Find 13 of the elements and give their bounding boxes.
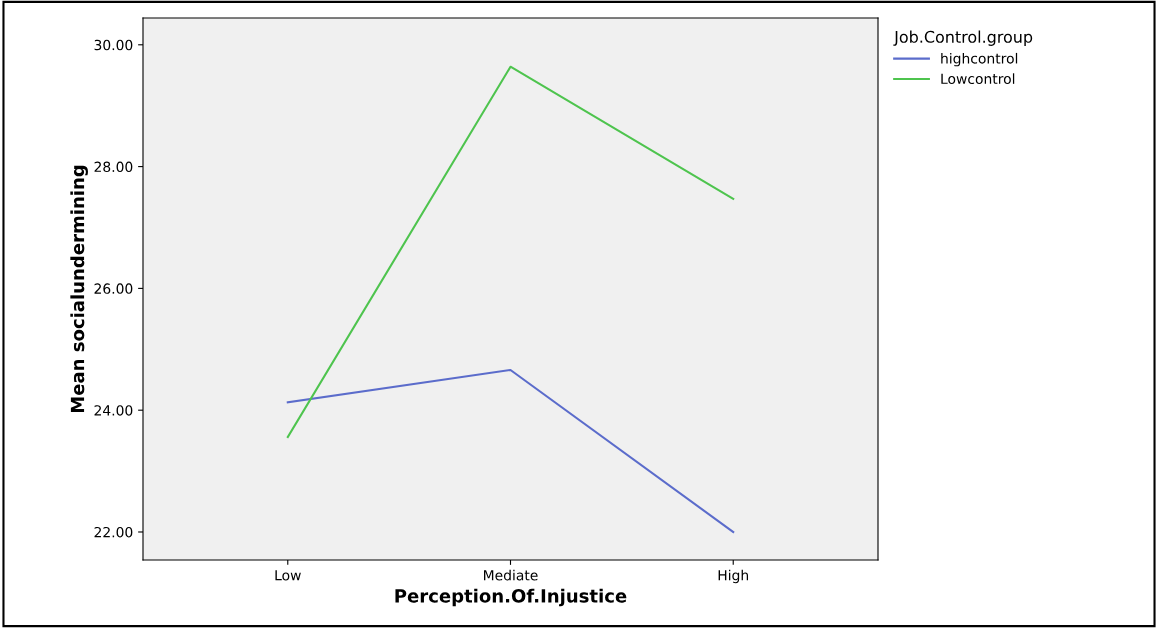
y-axis-title: Mean socialundermining bbox=[70, 165, 88, 413]
legend-label: Lowcontrol bbox=[941, 73, 1015, 85]
y-tick-label: 26.00 bbox=[94, 283, 133, 294]
x-tick-label: High bbox=[718, 569, 749, 584]
y-tick-label: 28.00 bbox=[94, 161, 133, 173]
y-tick-label: 24.00 bbox=[94, 405, 133, 416]
y-tick-label: 30.00 bbox=[94, 39, 133, 51]
x-axis-title: Perception.Of.Injustice bbox=[395, 588, 627, 607]
legend-label: highcontrol bbox=[941, 52, 1018, 67]
y-tick-label: 22.00 bbox=[94, 526, 133, 538]
x-tick-label: Mediate bbox=[484, 569, 538, 581]
legend-title: Job.Control.group bbox=[893, 30, 1033, 46]
x-tick-label: Low bbox=[275, 570, 301, 581]
